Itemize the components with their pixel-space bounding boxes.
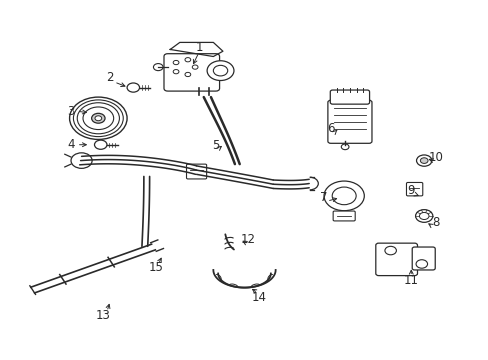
FancyBboxPatch shape bbox=[406, 183, 422, 196]
FancyBboxPatch shape bbox=[375, 243, 417, 276]
Circle shape bbox=[184, 72, 190, 77]
Circle shape bbox=[73, 100, 123, 136]
Circle shape bbox=[341, 144, 348, 150]
FancyBboxPatch shape bbox=[163, 54, 219, 91]
Text: 4: 4 bbox=[67, 138, 75, 151]
Circle shape bbox=[91, 113, 105, 123]
Text: 1: 1 bbox=[195, 41, 203, 54]
Text: 13: 13 bbox=[96, 309, 110, 322]
Text: 12: 12 bbox=[241, 234, 255, 247]
Circle shape bbox=[71, 153, 92, 168]
Text: 7: 7 bbox=[319, 191, 326, 204]
Text: 9: 9 bbox=[407, 184, 414, 197]
Circle shape bbox=[94, 140, 107, 149]
Circle shape bbox=[419, 212, 428, 220]
Circle shape bbox=[77, 103, 119, 134]
Text: 2: 2 bbox=[106, 71, 114, 84]
Circle shape bbox=[213, 66, 227, 76]
FancyBboxPatch shape bbox=[411, 247, 434, 270]
Circle shape bbox=[331, 187, 355, 205]
Text: 5: 5 bbox=[212, 139, 219, 152]
Circle shape bbox=[69, 97, 127, 139]
Text: 15: 15 bbox=[148, 261, 163, 274]
Text: 6: 6 bbox=[326, 122, 334, 135]
FancyBboxPatch shape bbox=[327, 100, 371, 143]
Text: 10: 10 bbox=[428, 150, 443, 163]
Circle shape bbox=[95, 116, 102, 121]
Circle shape bbox=[420, 158, 427, 163]
Circle shape bbox=[173, 69, 179, 74]
Circle shape bbox=[184, 58, 190, 62]
Circle shape bbox=[415, 210, 432, 222]
FancyBboxPatch shape bbox=[332, 211, 354, 221]
Text: 8: 8 bbox=[431, 216, 439, 229]
Circle shape bbox=[173, 60, 179, 65]
Circle shape bbox=[415, 260, 427, 268]
Text: 11: 11 bbox=[403, 274, 418, 287]
Text: 14: 14 bbox=[251, 291, 266, 303]
FancyBboxPatch shape bbox=[329, 90, 369, 104]
FancyBboxPatch shape bbox=[186, 164, 206, 179]
Circle shape bbox=[384, 246, 396, 255]
Circle shape bbox=[207, 61, 233, 81]
Circle shape bbox=[416, 155, 431, 166]
Circle shape bbox=[127, 83, 139, 92]
Circle shape bbox=[324, 181, 364, 211]
Text: 3: 3 bbox=[67, 105, 75, 118]
Circle shape bbox=[192, 65, 198, 69]
Circle shape bbox=[153, 64, 163, 71]
Circle shape bbox=[83, 107, 113, 130]
